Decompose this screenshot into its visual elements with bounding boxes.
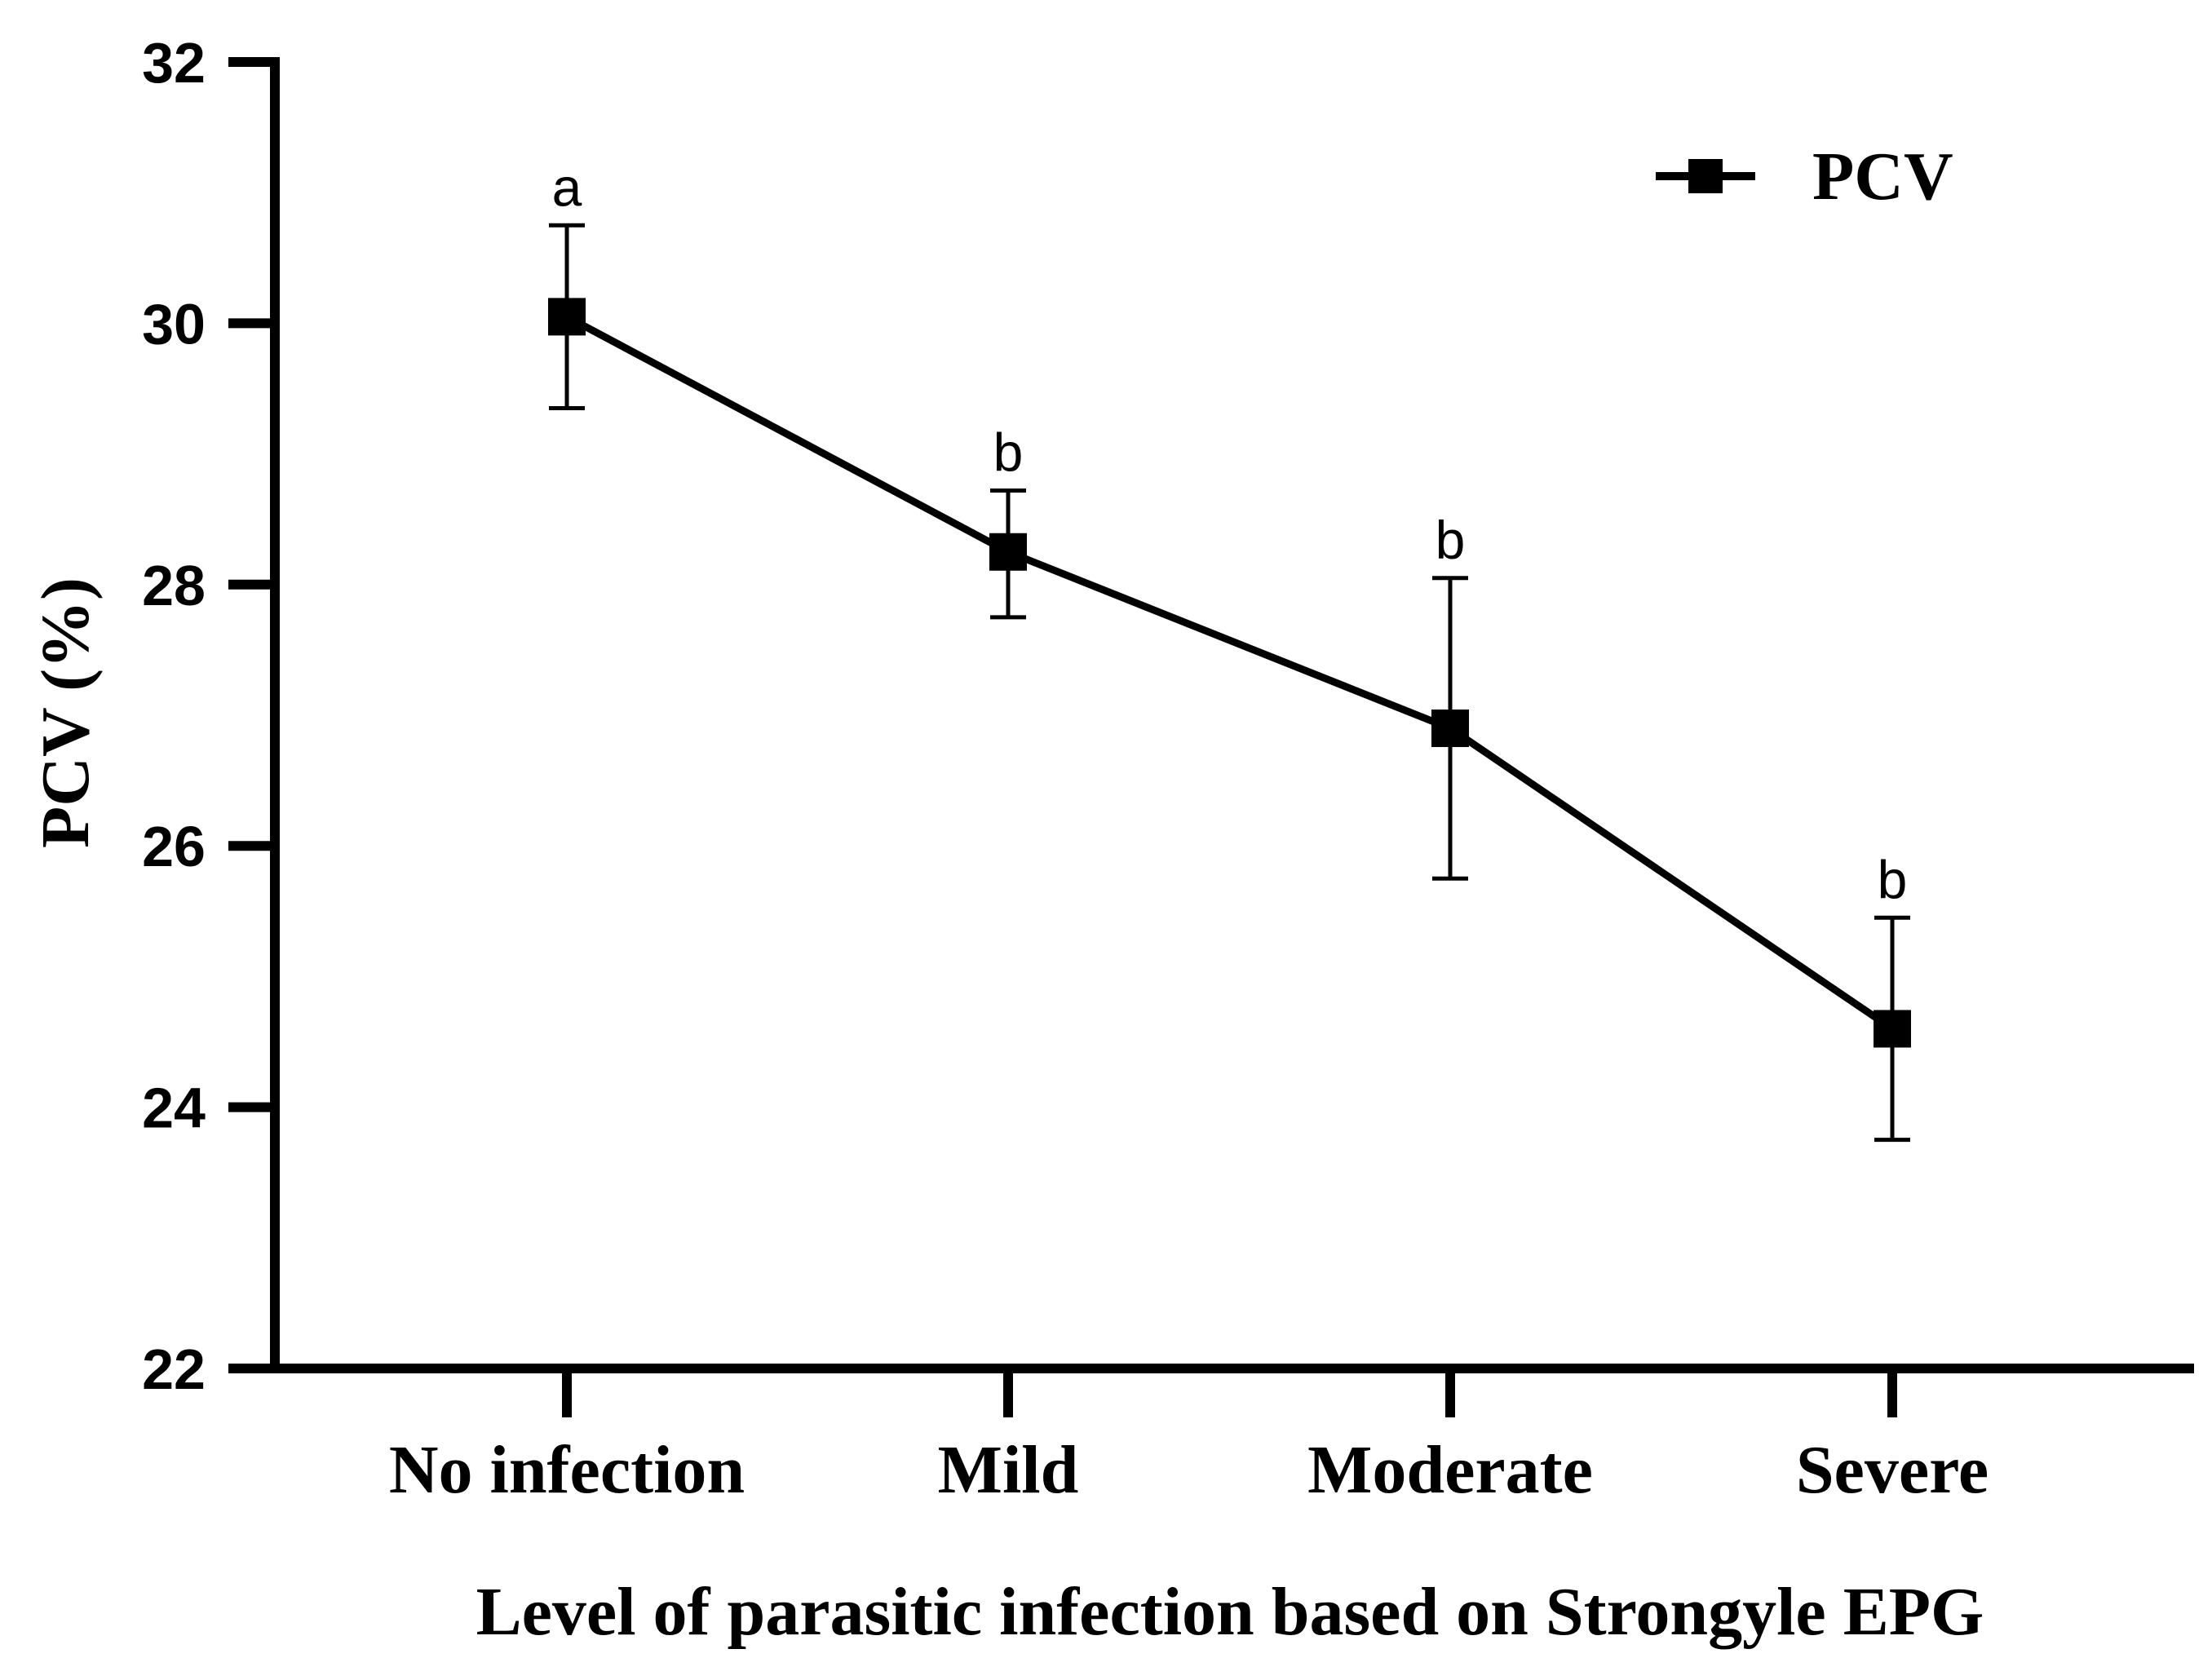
data-point	[1431, 710, 1469, 748]
y-tick-label: 30	[142, 292, 206, 356]
data-point	[1874, 1010, 1911, 1048]
y-tick-label: 24	[142, 1077, 206, 1140]
legend-label: PCV	[1812, 139, 1953, 214]
y-tick-label: 32	[142, 31, 206, 95]
y-ticks: 22 24 26 28 30 32	[142, 31, 275, 1401]
legend: PCV	[1656, 139, 1953, 214]
data-point	[548, 298, 586, 336]
significance-label: b	[1436, 510, 1466, 570]
series-line	[564, 313, 1895, 1032]
series-pcv: a b b b	[548, 157, 1911, 1143]
data-point	[989, 533, 1027, 571]
x-tick-label: Severe	[1796, 1432, 1989, 1508]
significance-label: b	[993, 422, 1024, 482]
x-tick-label: Moderate	[1307, 1432, 1593, 1508]
legend-marker	[1688, 159, 1723, 193]
x-tick-label: No infection	[389, 1432, 745, 1508]
x-ticks: No infection Mild Moderate Severe	[389, 1368, 1989, 1508]
axes	[270, 57, 2194, 1373]
y-tick-label: 22	[142, 1337, 206, 1401]
significance-label: a	[552, 157, 582, 217]
x-tick-label: Mild	[938, 1432, 1079, 1508]
y-tick-label: 28	[142, 554, 206, 617]
y-axis-title: PCV (%)	[28, 577, 104, 848]
x-axis-title: Level of parasitic infection based on St…	[476, 1574, 1984, 1650]
y-tick-label: 26	[142, 815, 206, 878]
significance-label: b	[1878, 849, 1908, 909]
